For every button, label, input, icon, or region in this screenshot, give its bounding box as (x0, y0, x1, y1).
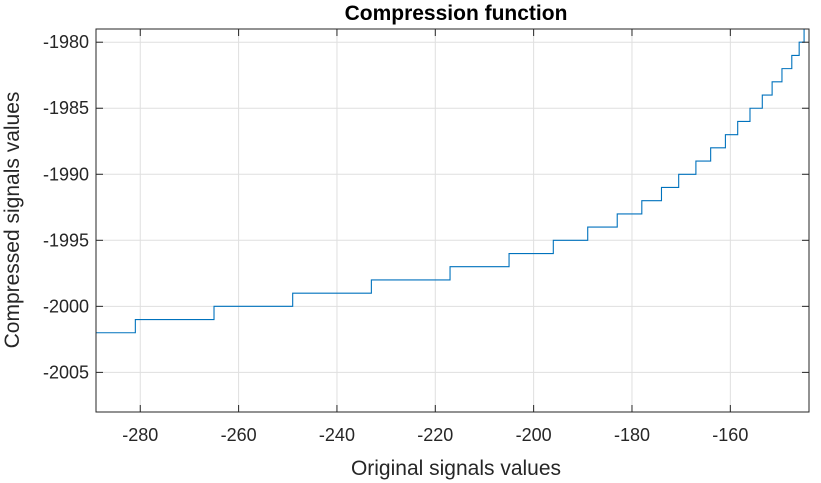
series-layer (96, 29, 809, 334)
x-tick-label: -160 (712, 425, 748, 445)
plot-area-frame (95, 28, 810, 413)
y-tick-label: -1980 (43, 32, 89, 52)
y-tick-label: -1995 (43, 230, 89, 250)
x-tick-label: -180 (614, 425, 650, 445)
y-tick-label: -2000 (43, 296, 89, 316)
series-line (96, 29, 809, 334)
chart-title: Compression function (345, 2, 568, 25)
y-axis-label: Compressed signals values (1, 92, 24, 349)
tick-layer: -280 -260 -240 -220 -200 -180 -160 -1980 -1985 -1… (43, 29, 809, 445)
x-tick-label: -200 (516, 425, 552, 445)
x-tick-label: -260 (221, 425, 257, 445)
x-tick-label: -240 (319, 425, 355, 445)
y-tick-label: -1985 (43, 98, 89, 118)
y-tick-label: -2005 (43, 362, 89, 382)
y-tick-label: -1990 (43, 164, 89, 184)
x-tick-label: -280 (122, 425, 158, 445)
x-tick-label: -220 (417, 425, 453, 445)
x-axis-label: Original signals values (351, 457, 561, 480)
